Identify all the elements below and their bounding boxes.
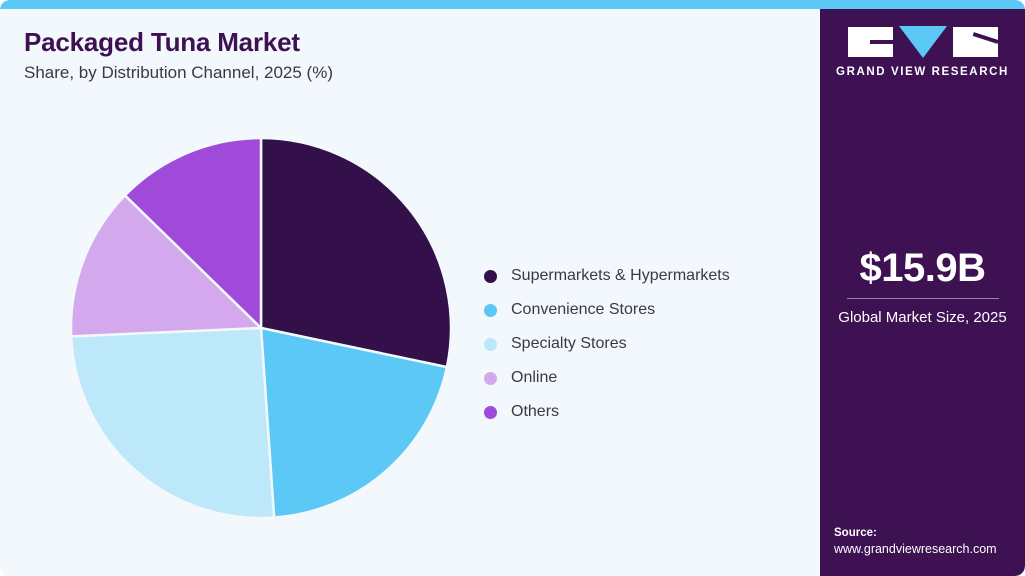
legend-color-swatch-icon (484, 371, 497, 385)
logo-letter-v-icon (898, 26, 947, 58)
pie-slice (259, 326, 449, 518)
legend-item[interactable]: Others (484, 395, 804, 429)
logo-wordmark: GRAND VIEW RESEARCH (836, 66, 1009, 78)
market-size-stat: $15.9B Global Market Size, 2025 (820, 245, 1025, 328)
legend-color-swatch-icon (484, 405, 497, 419)
pie-slice (123, 138, 263, 331)
source-url: www.grandviewresearch.com (834, 542, 997, 556)
pie-chart (71, 138, 451, 518)
pie-slice (71, 326, 276, 518)
legend-item[interactable]: Convenience Stores (484, 293, 804, 327)
page-subtitle: Share, by Distribution Channel, 2025 (%) (24, 63, 333, 82)
main-panel: Packaged Tuna Market Share, by Distribut… (0, 9, 820, 576)
brand-sidebar: GRAND VIEW RESEARCH $15.9B Global Market… (820, 9, 1025, 576)
legend-color-swatch-icon (484, 337, 497, 351)
legend-color-swatch-icon (484, 303, 497, 317)
legend-item-label: Specialty Stores (511, 335, 627, 352)
heading-block: Packaged Tuna Market Share, by Distribut… (24, 26, 333, 85)
legend-color-swatch-icon (484, 269, 497, 283)
market-size-value: $15.9B (859, 246, 986, 290)
logo-letter-r-icon (952, 27, 998, 57)
legend-item[interactable]: Supermarkets & Hypermarkets (484, 259, 804, 293)
pie-chart-svg (71, 138, 451, 518)
legend-item-label: Others (511, 403, 560, 420)
legend-item-label: Online (511, 369, 558, 386)
chart-legend: Supermarkets & Hypermarkets Convenience S… (484, 259, 804, 429)
source-label: Source: (834, 527, 877, 539)
stat-divider (846, 298, 999, 299)
market-size-caption: Global Market Size, 2025 (838, 309, 1007, 326)
legend-item-label: Supermarkets & Hypermarkets (511, 267, 730, 284)
legend-item[interactable]: Online (484, 361, 804, 395)
legend-item[interactable]: Specialty Stores (484, 327, 804, 361)
logo-letter-g-icon (847, 27, 893, 57)
logo-marks (820, 26, 1025, 58)
page-title: Packaged Tuna Market (24, 27, 300, 57)
pie-slice-group (71, 138, 451, 518)
pie-slice (71, 193, 264, 338)
legend-item-label: Convenience Stores (511, 301, 656, 318)
top-accent-bar (0, 0, 1025, 9)
pie-slice (259, 138, 451, 369)
source-block: Source: www.grandviewresearch.com (834, 525, 1025, 558)
brand-logo: GRAND VIEW RESEARCH (820, 26, 1025, 78)
